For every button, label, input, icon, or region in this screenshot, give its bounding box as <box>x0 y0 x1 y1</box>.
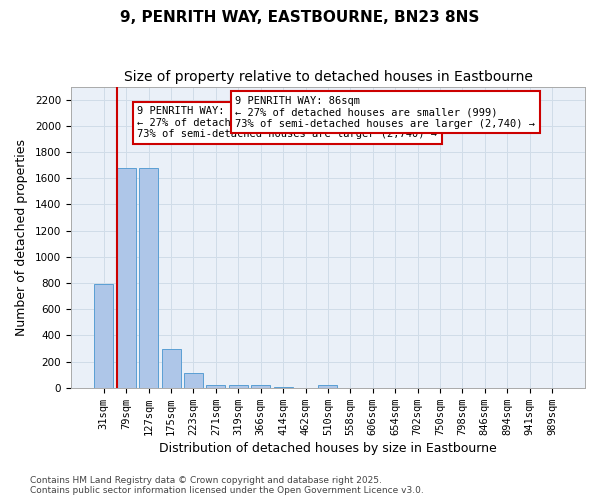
Bar <box>116 168 136 388</box>
X-axis label: Distribution of detached houses by size in Eastbourne: Distribution of detached houses by size … <box>159 442 497 455</box>
Text: 9, PENRITH WAY, EASTBOURNE, BN23 8NS: 9, PENRITH WAY, EASTBOURNE, BN23 8NS <box>121 10 479 25</box>
Text: 9 PENRITH WAY: 86sqm
← 27% of detached houses are smaller (999)
73% of semi-deta: 9 PENRITH WAY: 86sqm ← 27% of detached h… <box>137 106 437 140</box>
Bar <box>206 384 226 388</box>
Bar <box>251 384 270 388</box>
Bar <box>319 384 337 388</box>
Bar <box>229 384 248 388</box>
Y-axis label: Number of detached properties: Number of detached properties <box>15 138 28 336</box>
Bar <box>94 284 113 388</box>
Text: 9 PENRITH WAY: 86sqm
← 27% of detached houses are smaller (999)
73% of semi-deta: 9 PENRITH WAY: 86sqm ← 27% of detached h… <box>235 96 535 129</box>
Bar <box>274 387 293 388</box>
Bar <box>161 349 181 388</box>
Title: Size of property relative to detached houses in Eastbourne: Size of property relative to detached ho… <box>124 70 532 84</box>
Bar <box>184 374 203 388</box>
Bar <box>139 168 158 388</box>
Text: Contains HM Land Registry data © Crown copyright and database right 2025.
Contai: Contains HM Land Registry data © Crown c… <box>30 476 424 495</box>
